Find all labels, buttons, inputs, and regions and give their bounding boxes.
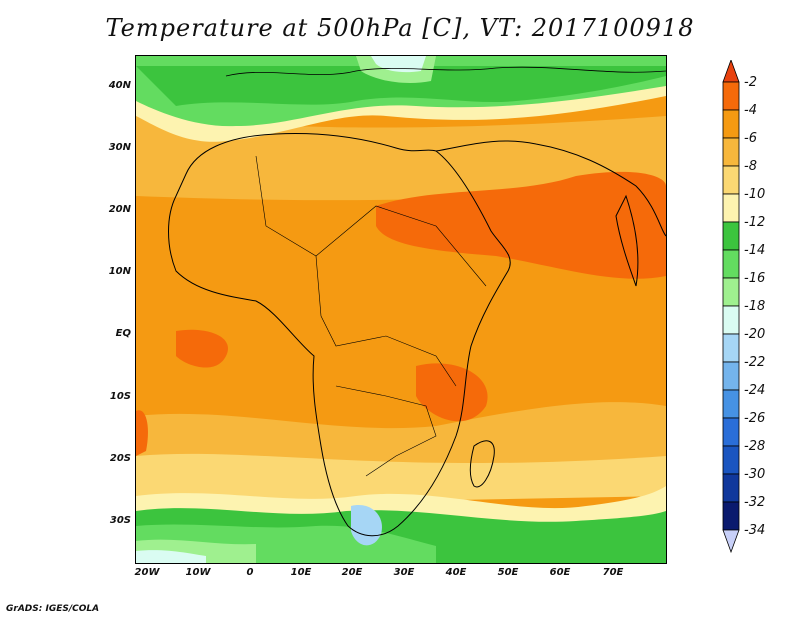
lat-label-20s: 20S	[109, 453, 131, 464]
lon-label-0: 0	[246, 567, 254, 578]
colorbar-label: -18	[744, 299, 766, 314]
lat-label-30s: 30S	[109, 515, 131, 526]
map-field	[136, 56, 666, 563]
colorbar-label: -24	[744, 383, 766, 398]
colorbar-label: -6	[744, 131, 757, 146]
colorbar-label: -30	[744, 467, 766, 482]
colorbar-label: -28	[744, 439, 766, 454]
colorbar-label: -32	[744, 495, 766, 510]
colorbar-swatch	[722, 389, 740, 419]
lon-label-30e: 30E	[393, 567, 415, 578]
colorbar-label: -14	[744, 243, 766, 258]
lon-label-70e: 70E	[602, 567, 624, 578]
colorbar-swatch	[722, 501, 740, 531]
colorbar-swatch	[722, 473, 740, 503]
colorbar-swatch	[722, 81, 740, 111]
lon-label-20w: 20W	[134, 567, 160, 578]
lon-label-10w: 10W	[185, 567, 211, 578]
colorbar-label: -26	[744, 411, 766, 426]
chart-title: Temperature at 500hPa [C], VT: 201710091…	[105, 14, 695, 42]
lon-label-50e: 50E	[497, 567, 519, 578]
colorbar-swatch	[722, 333, 740, 363]
colorbar-swatch	[722, 249, 740, 279]
colorbar-label: -10	[744, 187, 766, 202]
lat-label-10n: 10N	[108, 266, 131, 277]
colorbar-swatch	[722, 109, 740, 139]
lon-label-60e: 60E	[549, 567, 571, 578]
colorbar-label: -8	[744, 159, 757, 174]
lon-label-40e: 40E	[445, 567, 467, 578]
temperature-map	[135, 55, 667, 564]
colorbar-swatch	[722, 193, 740, 223]
colorbar-label: -20	[744, 327, 766, 342]
lat-label-30n: 30N	[108, 142, 131, 153]
credit-text: GrADS: IGES/COLA	[6, 604, 100, 614]
colorbar-swatch	[722, 445, 740, 475]
colorbar-label: -16	[744, 271, 766, 286]
colorbar-top-arrow	[722, 60, 740, 83]
colorbar-label: -12	[744, 215, 766, 230]
colorbar-swatch	[722, 165, 740, 195]
lon-label-20e: 20E	[341, 567, 363, 578]
lat-label-20n: 20N	[108, 204, 131, 215]
colorbar-label: -34	[744, 523, 766, 538]
lat-label-eq: EQ	[115, 328, 131, 339]
colorbar-swatch	[722, 137, 740, 167]
colorbar-swatch	[722, 361, 740, 391]
lon-label-10e: 10E	[290, 567, 312, 578]
colorbar	[722, 60, 740, 554]
colorbar-label: -4	[744, 103, 757, 118]
colorbar-label: -2	[744, 75, 757, 90]
colorbar-swatch	[722, 417, 740, 447]
colorbar-swatch	[722, 221, 740, 251]
colorbar-bottom-arrow	[722, 529, 740, 554]
colorbar-label: -22	[744, 355, 766, 370]
colorbar-swatch	[722, 305, 740, 335]
lat-label-40n: 40N	[108, 80, 131, 91]
lat-label-10s: 10S	[109, 391, 131, 402]
colorbar-swatch	[722, 277, 740, 307]
